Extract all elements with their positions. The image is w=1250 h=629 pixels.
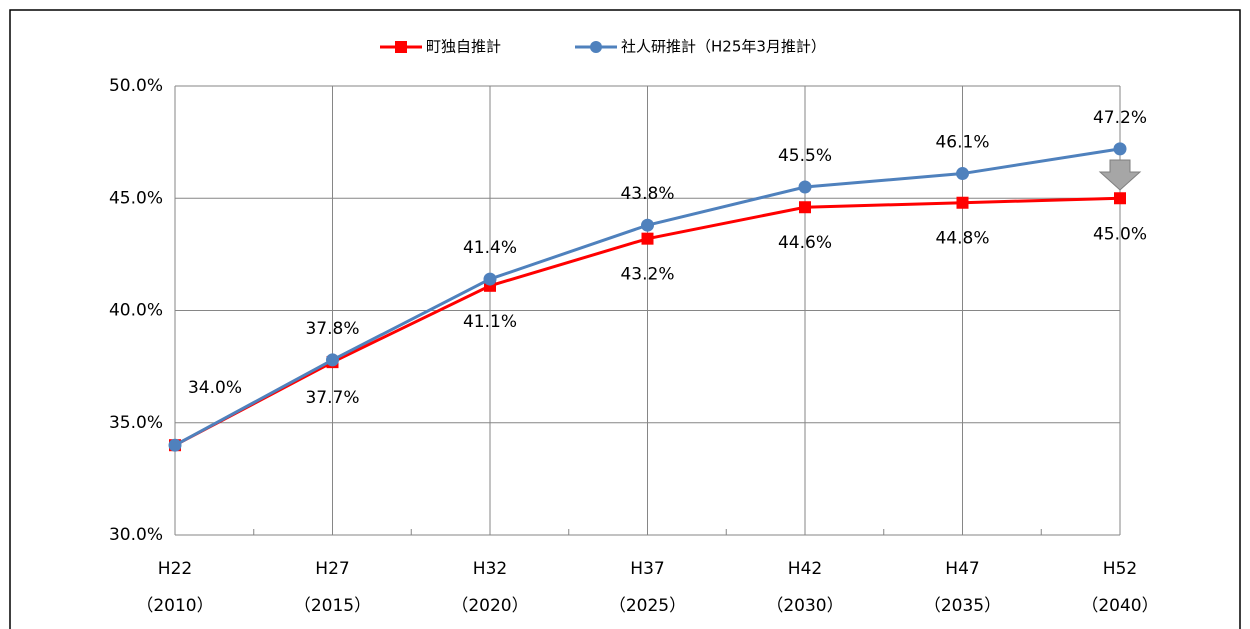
legend-marker [395, 41, 407, 53]
marker [1113, 142, 1127, 156]
x-tick-label: H47 [945, 559, 979, 579]
data-label: 43.2% [620, 265, 674, 285]
x-tick-label: （2035） [924, 596, 1001, 616]
x-tick-label: H42 [788, 559, 822, 579]
data-label: 47.2% [1093, 108, 1147, 128]
x-tick-label: H52 [1103, 559, 1137, 579]
x-tick-label: H22 [158, 559, 192, 579]
data-label: 44.6% [778, 233, 832, 253]
x-tick-label: H27 [315, 559, 349, 579]
data-label: 45.5% [778, 146, 832, 166]
chart-frame [9, 9, 1241, 629]
data-label: 41.1% [463, 312, 517, 332]
x-tick-label: （2040） [1081, 596, 1158, 616]
marker [798, 180, 812, 194]
marker [168, 438, 182, 452]
marker [799, 201, 811, 214]
marker [483, 272, 497, 286]
data-label: 37.8% [305, 319, 359, 339]
data-label: 34.0% [188, 378, 242, 398]
marker [326, 353, 339, 367]
x-tick-label: H37 [630, 559, 664, 579]
x-tick-label: （2025） [609, 596, 686, 616]
y-tick-label: 50.0% [109, 76, 163, 96]
marker [956, 167, 969, 181]
data-label: 41.4% [463, 238, 517, 258]
x-tick-label: （2030） [766, 596, 843, 616]
y-tick-label: 45.0% [109, 188, 163, 208]
x-tick-label: （2020） [451, 596, 528, 616]
legend-marker [590, 41, 602, 53]
marker [956, 196, 969, 209]
arrow [1098, 159, 1142, 191]
y-tick-label: 35.0% [109, 413, 163, 433]
y-tick-label: 40.0% [109, 301, 163, 321]
x-tick-label: H32 [473, 559, 507, 579]
data-label: 46.1% [935, 133, 989, 153]
marker [641, 218, 654, 232]
marker [641, 232, 654, 245]
legend-label: 社人研推計（H25年3月推計） [621, 38, 826, 56]
data-label: 45.0% [1093, 224, 1147, 244]
x-tick-label: （2015） [294, 596, 371, 616]
data-label: 37.7% [305, 388, 359, 408]
data-label: 44.8% [935, 229, 989, 249]
legend-label: 町独自推計 [426, 38, 501, 56]
y-tick-label: 30.0% [109, 525, 163, 545]
marker [1114, 192, 1126, 205]
data-label: 43.8% [620, 184, 674, 204]
x-tick-label: （2010） [136, 596, 213, 616]
